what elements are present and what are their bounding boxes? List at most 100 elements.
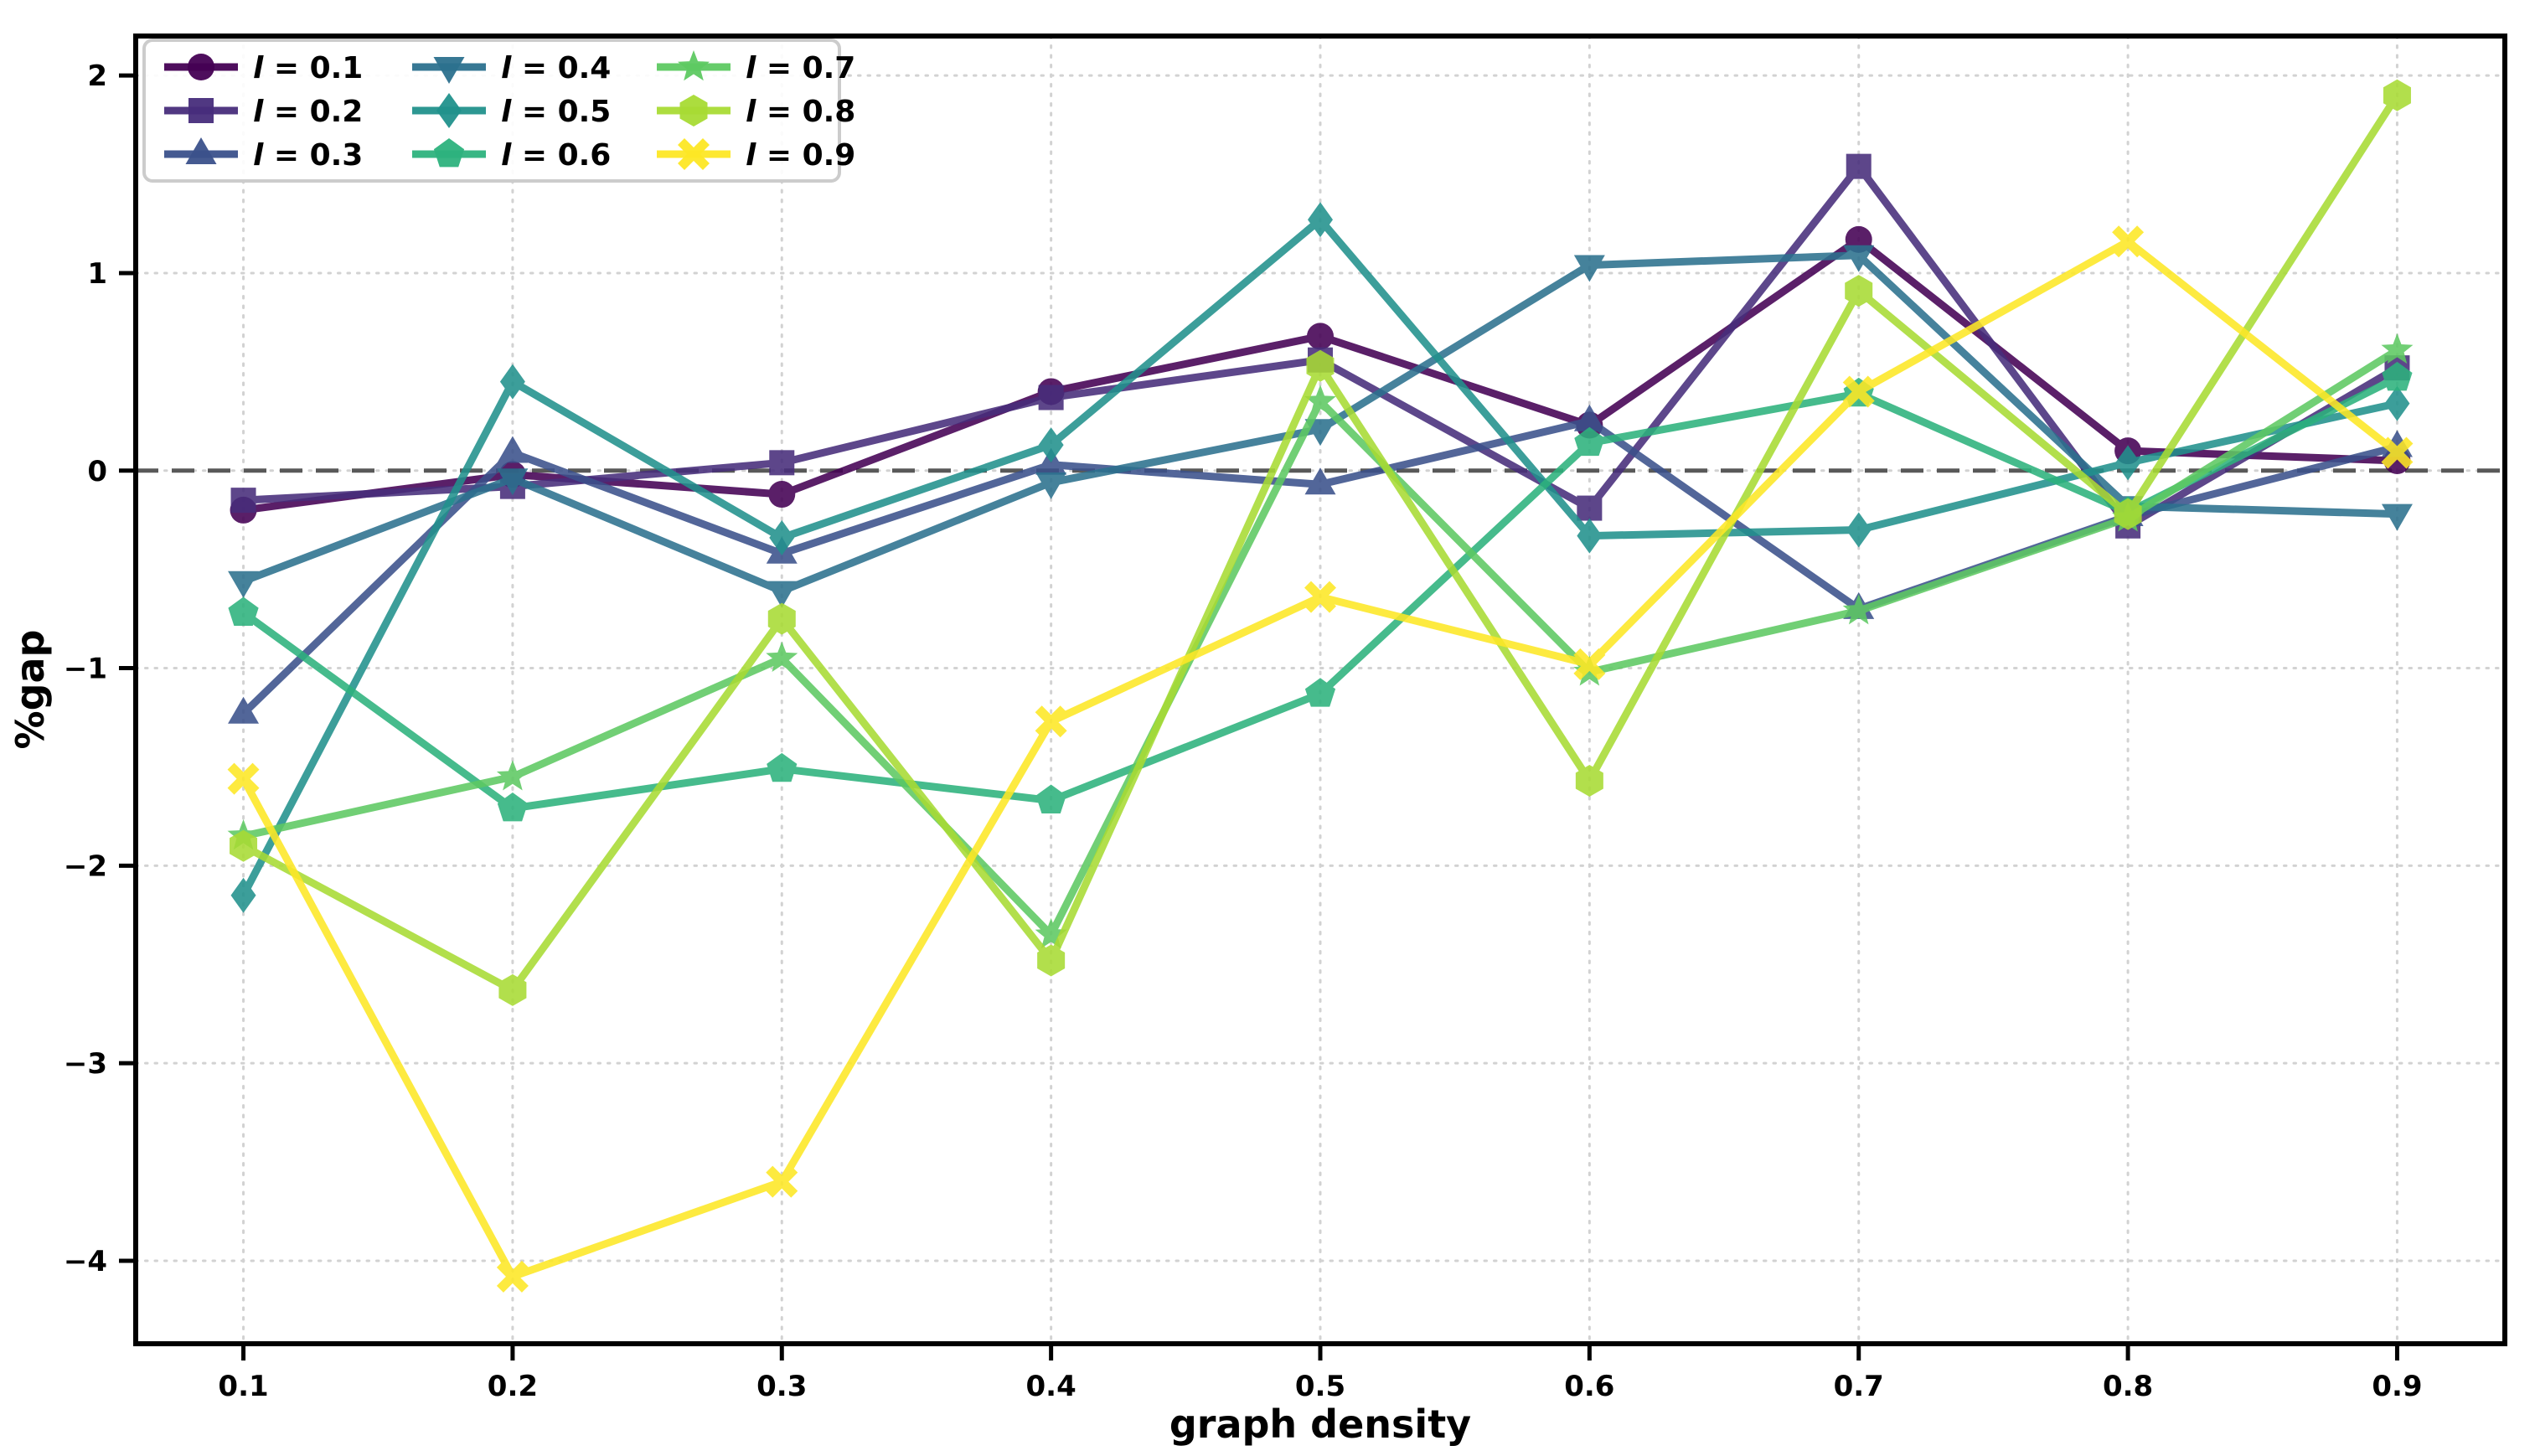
triangle-down-marker	[1304, 419, 1336, 447]
hexagon-marker	[1845, 275, 1873, 307]
legend-box	[142, 39, 841, 183]
circle-marker	[768, 481, 796, 509]
triangle-down-marker	[1573, 255, 1605, 282]
legend-item-l=0.9: l = 0.9	[657, 138, 855, 173]
diamond-marker	[769, 519, 795, 555]
series-l=0.5	[230, 202, 2410, 913]
square-marker	[1038, 385, 1064, 410]
x-tick-label: 0.7	[1834, 1370, 1884, 1403]
triangle-up-marker	[497, 436, 529, 463]
diamond-marker	[2384, 385, 2410, 421]
legend-item-label: l = 0.2	[253, 95, 363, 129]
hexagon-marker	[1575, 764, 1603, 797]
y-tick-label: 2	[87, 59, 107, 93]
legend-diamond-marker	[436, 93, 462, 128]
diamond-marker	[1577, 518, 1603, 554]
legend-item-l=0.6: l = 0.6	[412, 138, 611, 173]
triangle-down-marker	[1843, 245, 1875, 272]
diamond-marker	[499, 364, 525, 400]
x-tick-label: 0.5	[1295, 1370, 1345, 1403]
hexagon-marker	[1306, 349, 1335, 382]
x-tick-label: 0.3	[756, 1370, 807, 1403]
x-tick-label: 0.2	[488, 1370, 538, 1403]
x-marker	[496, 1260, 529, 1293]
star-marker	[1035, 917, 1067, 949]
square-marker	[230, 488, 256, 514]
legend-triangle-down-marker	[433, 57, 465, 84]
x-marker	[1842, 375, 1875, 408]
diamond-marker	[1038, 427, 1064, 463]
hexagon-marker	[2114, 498, 2142, 530]
pentagon-marker	[767, 752, 798, 782]
legend-item-l=0.3: l = 0.3	[164, 137, 363, 173]
legend-item-l=0.8: l = 0.8	[657, 95, 855, 129]
legend-circle-marker	[188, 54, 214, 80]
x-tick-label: 0.8	[2103, 1370, 2153, 1403]
triangle-down-marker	[766, 581, 798, 608]
x-marker	[2112, 225, 2145, 258]
square-marker	[769, 450, 795, 476]
x-marker	[2381, 436, 2414, 469]
hexagon-marker	[230, 829, 258, 862]
star-marker	[2381, 333, 2414, 364]
triangle-down-marker	[2381, 503, 2413, 531]
diamond-marker	[1846, 512, 1872, 548]
triangle-up-marker	[1304, 467, 1336, 495]
hexagon-marker	[767, 602, 796, 635]
triangle-down-marker	[497, 468, 529, 496]
legend-item-label: l = 0.9	[746, 138, 855, 173]
triangle-down-marker	[228, 571, 260, 598]
diamond-marker	[230, 877, 256, 913]
legend-square-marker	[188, 98, 214, 123]
x-marker	[1573, 648, 1606, 680]
triangle-down-marker	[1035, 472, 1067, 499]
series-l=0.8	[230, 79, 2411, 1006]
x-tick-label: 0.4	[1026, 1370, 1076, 1403]
x-marker	[1035, 705, 1067, 738]
x-marker	[766, 1165, 798, 1198]
square-marker	[1577, 495, 1603, 521]
legend-x-marker	[678, 138, 710, 170]
legend-triangle-up-marker	[185, 137, 217, 164]
star-marker	[496, 760, 529, 791]
x-tick-label: 0.6	[1564, 1370, 1614, 1403]
triangle-up-marker	[228, 696, 260, 724]
square-marker	[1846, 153, 1872, 179]
series-layer	[227, 79, 2414, 1293]
legend-item-l=0.4: l = 0.4	[412, 51, 611, 85]
star-marker	[1842, 594, 1875, 625]
tick-layer: 2 1 0 −1 −2 −3 −4 0.1 0.2 0.3 0.4 0.5 0.6 0.7 0.8 0.9	[64, 59, 2423, 1403]
legend-pentagon-marker	[433, 138, 465, 168]
legend-item-l=0.7: l = 0.7	[657, 50, 855, 85]
legend-hexagon-marker	[679, 95, 708, 126]
hexagon-marker	[1037, 944, 1066, 977]
legend: l = 0.1 l = 0.2 l = 0.3 l = 0.4 l = 0.5 l = 0…	[142, 39, 855, 183]
diamond-marker	[2115, 445, 2141, 481]
pentagon-marker	[1035, 784, 1066, 813]
diamond-marker	[1308, 202, 1333, 238]
series-l=0.9	[227, 225, 2414, 1293]
pentagon-marker	[497, 792, 529, 822]
legend-item-label: l = 0.1	[253, 51, 363, 85]
y-tick-label: −2	[64, 849, 107, 883]
legend-item-label: l = 0.8	[746, 95, 855, 129]
y-tick-label: −1	[64, 653, 107, 686]
hexagon-marker	[2383, 79, 2411, 111]
pentagon-marker	[1304, 678, 1336, 707]
y-tick-label: 1	[87, 257, 107, 291]
pentagon-marker	[2382, 361, 2413, 391]
x-marker	[1304, 581, 1336, 613]
x-tick-label: 0.9	[2372, 1370, 2422, 1403]
legend-item-label: l = 0.4	[501, 51, 611, 85]
legend-item-label: l = 0.3	[253, 138, 363, 173]
legend-item-label: l = 0.7	[746, 51, 855, 85]
y-tick-label: −3	[64, 1047, 107, 1081]
x-tick-label: 0.1	[218, 1370, 268, 1403]
legend-item-label: l = 0.6	[501, 138, 611, 173]
legend-item-label: l = 0.5	[501, 95, 611, 129]
series-l=0.4	[228, 245, 2413, 608]
x-axis-label: graph density	[1169, 1402, 1471, 1447]
x-marker	[227, 762, 260, 795]
